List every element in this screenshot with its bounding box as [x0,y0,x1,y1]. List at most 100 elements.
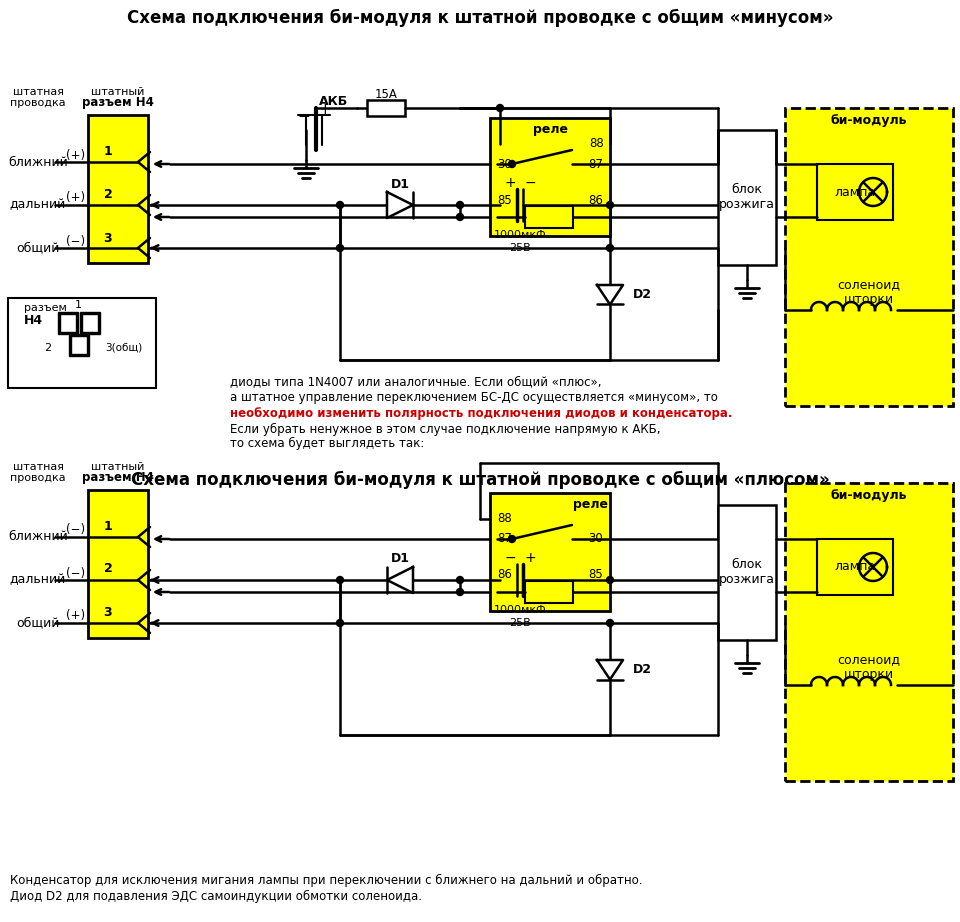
Circle shape [457,214,464,220]
Text: лампа: лампа [834,185,876,198]
Text: 2: 2 [104,562,112,575]
Text: 30: 30 [588,533,603,546]
Circle shape [496,104,503,112]
Text: проводка: проводка [11,98,66,108]
Text: 30: 30 [497,158,512,171]
Text: диоды типа 1N4007 или аналогичные. Если общий «плюс»,: диоды типа 1N4007 или аналогичные. Если … [230,375,602,388]
Text: 87: 87 [497,533,512,546]
Text: необходимо изменить полярность подключения диодов и конденсатора.: необходимо изменить полярность подключен… [230,407,732,420]
Text: АКБ: АКБ [320,96,348,109]
Text: лампа: лампа [834,561,876,573]
Text: реле: реле [572,499,608,512]
Bar [71,336,87,354]
Text: 1000мкФ: 1000мкФ [493,230,546,240]
Text: 1: 1 [75,300,82,310]
Text: проводка: проводка [11,473,66,483]
Polygon shape [597,660,623,680]
Circle shape [457,576,464,584]
Text: ближний: ближний [8,156,68,169]
Text: разъем Н4: разъем Н4 [82,97,154,110]
Circle shape [457,588,464,596]
Text: (−): (−) [66,566,85,580]
Bar [817,164,893,220]
Polygon shape [597,285,623,304]
Text: 2: 2 [104,187,112,200]
Bar [490,493,610,611]
Bar [58,312,78,334]
Text: общий: общий [16,242,60,254]
Bar [88,115,148,263]
Polygon shape [387,192,413,218]
Text: +: + [319,102,331,117]
Text: соленоид
шторки: соленоид шторки [837,278,900,306]
Bar [60,314,76,332]
Text: (+): (+) [66,148,85,161]
Bar [82,314,98,332]
Text: блок
розжига: блок розжига [719,558,775,586]
Text: ближний: ближний [8,530,68,543]
Text: −: − [504,551,516,565]
Text: +: + [504,176,516,190]
Circle shape [337,202,344,208]
Text: 3(общ): 3(общ) [105,343,142,353]
Text: (−): (−) [66,524,85,537]
Text: Конденсатор для исключения мигания лампы при переключении с ближнего на дальний : Конденсатор для исключения мигания лампы… [10,873,642,887]
Bar [525,206,573,228]
Bar [8,298,156,388]
Text: 15А: 15А [374,89,397,101]
Circle shape [607,620,613,627]
Text: Н4: Н4 [24,313,43,326]
Text: +: + [524,551,536,565]
Text: дальний: дальний [10,573,66,586]
Text: общий: общий [16,617,60,630]
Text: (+): (+) [66,609,85,622]
Text: −: − [298,110,310,124]
Text: D1: D1 [391,178,410,191]
Bar [525,581,573,603]
Text: 88: 88 [589,137,604,150]
Text: (+): (+) [66,192,85,205]
Text: штатный: штатный [91,87,145,97]
Circle shape [337,576,344,584]
Bar [718,505,776,640]
Polygon shape [387,567,413,593]
Text: 86: 86 [497,569,512,582]
Text: D2: D2 [633,663,652,676]
Bar [88,490,148,638]
Text: (−): (−) [66,234,85,247]
Text: 86: 86 [588,194,603,207]
Text: дальний: дальний [10,198,66,211]
Circle shape [607,202,613,208]
Bar [490,118,610,236]
Circle shape [457,202,464,208]
Text: реле: реле [533,124,567,136]
Text: 25В: 25В [509,243,531,253]
Text: Диод D2 для подавления ЭДС самоиндукции обмотки соленоида.: Диод D2 для подавления ЭДС самоиндукции … [10,890,422,903]
Text: а штатное управление переключением БС-ДС осуществляется «минусом», то: а штатное управление переключением БС-ДС… [230,391,718,404]
Circle shape [337,620,344,627]
Text: штатный: штатный [91,462,145,472]
Text: D2: D2 [633,289,652,301]
Text: 87: 87 [588,158,603,171]
Circle shape [607,576,613,584]
Bar [785,108,953,406]
Circle shape [509,160,516,168]
Bar [80,312,100,334]
Text: разъем Н4: разъем Н4 [82,471,154,484]
Text: би-модуль: би-модуль [830,490,907,502]
Text: 25В: 25В [509,618,531,628]
Text: би-модуль: би-модуль [830,114,907,127]
Bar [817,539,893,595]
Text: штатная: штатная [12,462,63,472]
Text: 85: 85 [588,569,603,582]
Text: 3: 3 [104,607,112,620]
Text: Если убрать ненужное в этом случае подключение напрямую к АКБ,: Если убрать ненужное в этом случае подкл… [230,423,660,436]
Text: Схема подключения би-модуля к штатной проводке с общим «плюсом»: Схема подключения би-модуля к штатной пр… [131,471,829,489]
Text: −: − [524,176,536,190]
Text: Схема подключения би-модуля к штатной проводке с общим «минусом»: Схема подключения би-модуля к штатной пр… [127,9,833,27]
Circle shape [337,244,344,252]
Text: 1000мкФ: 1000мкФ [493,605,546,615]
Text: 3: 3 [104,231,112,244]
Text: 1: 1 [104,146,112,159]
Text: соленоид
шторки: соленоид шторки [837,653,900,681]
